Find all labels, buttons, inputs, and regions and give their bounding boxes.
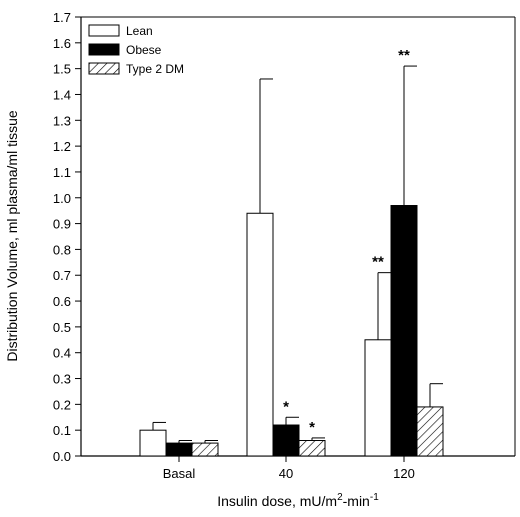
bar-lean-120 — [364, 339, 392, 457]
x-tick-label: Basal — [163, 466, 196, 481]
bar-type-2-dm-40 — [298, 440, 326, 457]
bar-type-2-dm-basal — [191, 442, 219, 457]
annotations: ****** — [283, 47, 410, 436]
x-ticks: Basal 40 120 — [163, 456, 415, 481]
bar-lean-basal — [139, 429, 167, 457]
x-tick-label: 120 — [393, 466, 415, 481]
significance-marker: ** — [398, 47, 410, 64]
y-tick-label: 1.4 — [53, 87, 71, 102]
legend-label: Lean — [126, 24, 153, 38]
y-tick-label: 0.4 — [53, 346, 71, 361]
y-tick-label: 0.6 — [53, 294, 71, 309]
x-axis-title-rest: -min — [343, 493, 370, 509]
x-axis-title: Insulin dose, mU/m2-min-1 — [217, 492, 379, 509]
bar-obese-120 — [390, 205, 418, 457]
y-tick-label: 0.1 — [53, 423, 71, 438]
legend-swatch-obese — [88, 43, 120, 56]
y-tick-label: 0.8 — [53, 242, 71, 257]
y-ticks: 0.0 0.1 0.2 0.3 0.4 0.5 0.6 0.7 0.8 0.9 1.0 1.1 1.2 1… — [53, 10, 81, 464]
bar-lean-40 — [246, 212, 274, 457]
bar-obese-basal — [165, 442, 193, 457]
y-tick-label: 0.9 — [53, 217, 71, 232]
y-tick-label: 1.2 — [53, 139, 71, 154]
axes — [80, 16, 516, 457]
significance-marker: ** — [372, 254, 384, 271]
significance-marker: * — [283, 398, 289, 415]
y-axis-title: Distribution Volume, ml plasma/ml tissue — [4, 110, 20, 362]
x-axis-title-main: Insulin dose, mU/m — [217, 493, 337, 509]
y-tick-label: 1.3 — [53, 113, 71, 128]
y-tick-label: 1.7 — [53, 10, 71, 25]
bar-type-2-dm-120 — [416, 406, 444, 457]
x-axis-title-sup2: -1 — [370, 492, 379, 503]
y-tick-label: 0.7 — [53, 268, 71, 283]
bar-obese-40 — [272, 424, 300, 457]
y-tick-label: 1.1 — [53, 165, 71, 180]
y-tick-label: 0.5 — [53, 320, 71, 335]
legend: Lean Obese Type 2 DM — [88, 24, 184, 76]
y-tick-label: 1.6 — [53, 36, 71, 51]
y-tick-label: 1.0 — [53, 191, 71, 206]
x-axis-title-sup: 2 — [337, 492, 343, 503]
legend-label: Obese — [126, 43, 162, 57]
legend-swatch-lean — [88, 24, 120, 37]
x-tick-label: 40 — [279, 466, 293, 481]
y-tick-label: 1.5 — [53, 62, 71, 77]
legend-label: Type 2 DM — [126, 62, 184, 76]
legend-swatch-type-2-dm — [88, 62, 120, 75]
y-tick-label: 0.3 — [53, 372, 71, 387]
y-tick-label: 0.0 — [53, 449, 71, 464]
bars — [139, 65, 444, 457]
y-tick-label: 0.2 — [53, 397, 71, 412]
significance-marker: * — [309, 419, 315, 436]
